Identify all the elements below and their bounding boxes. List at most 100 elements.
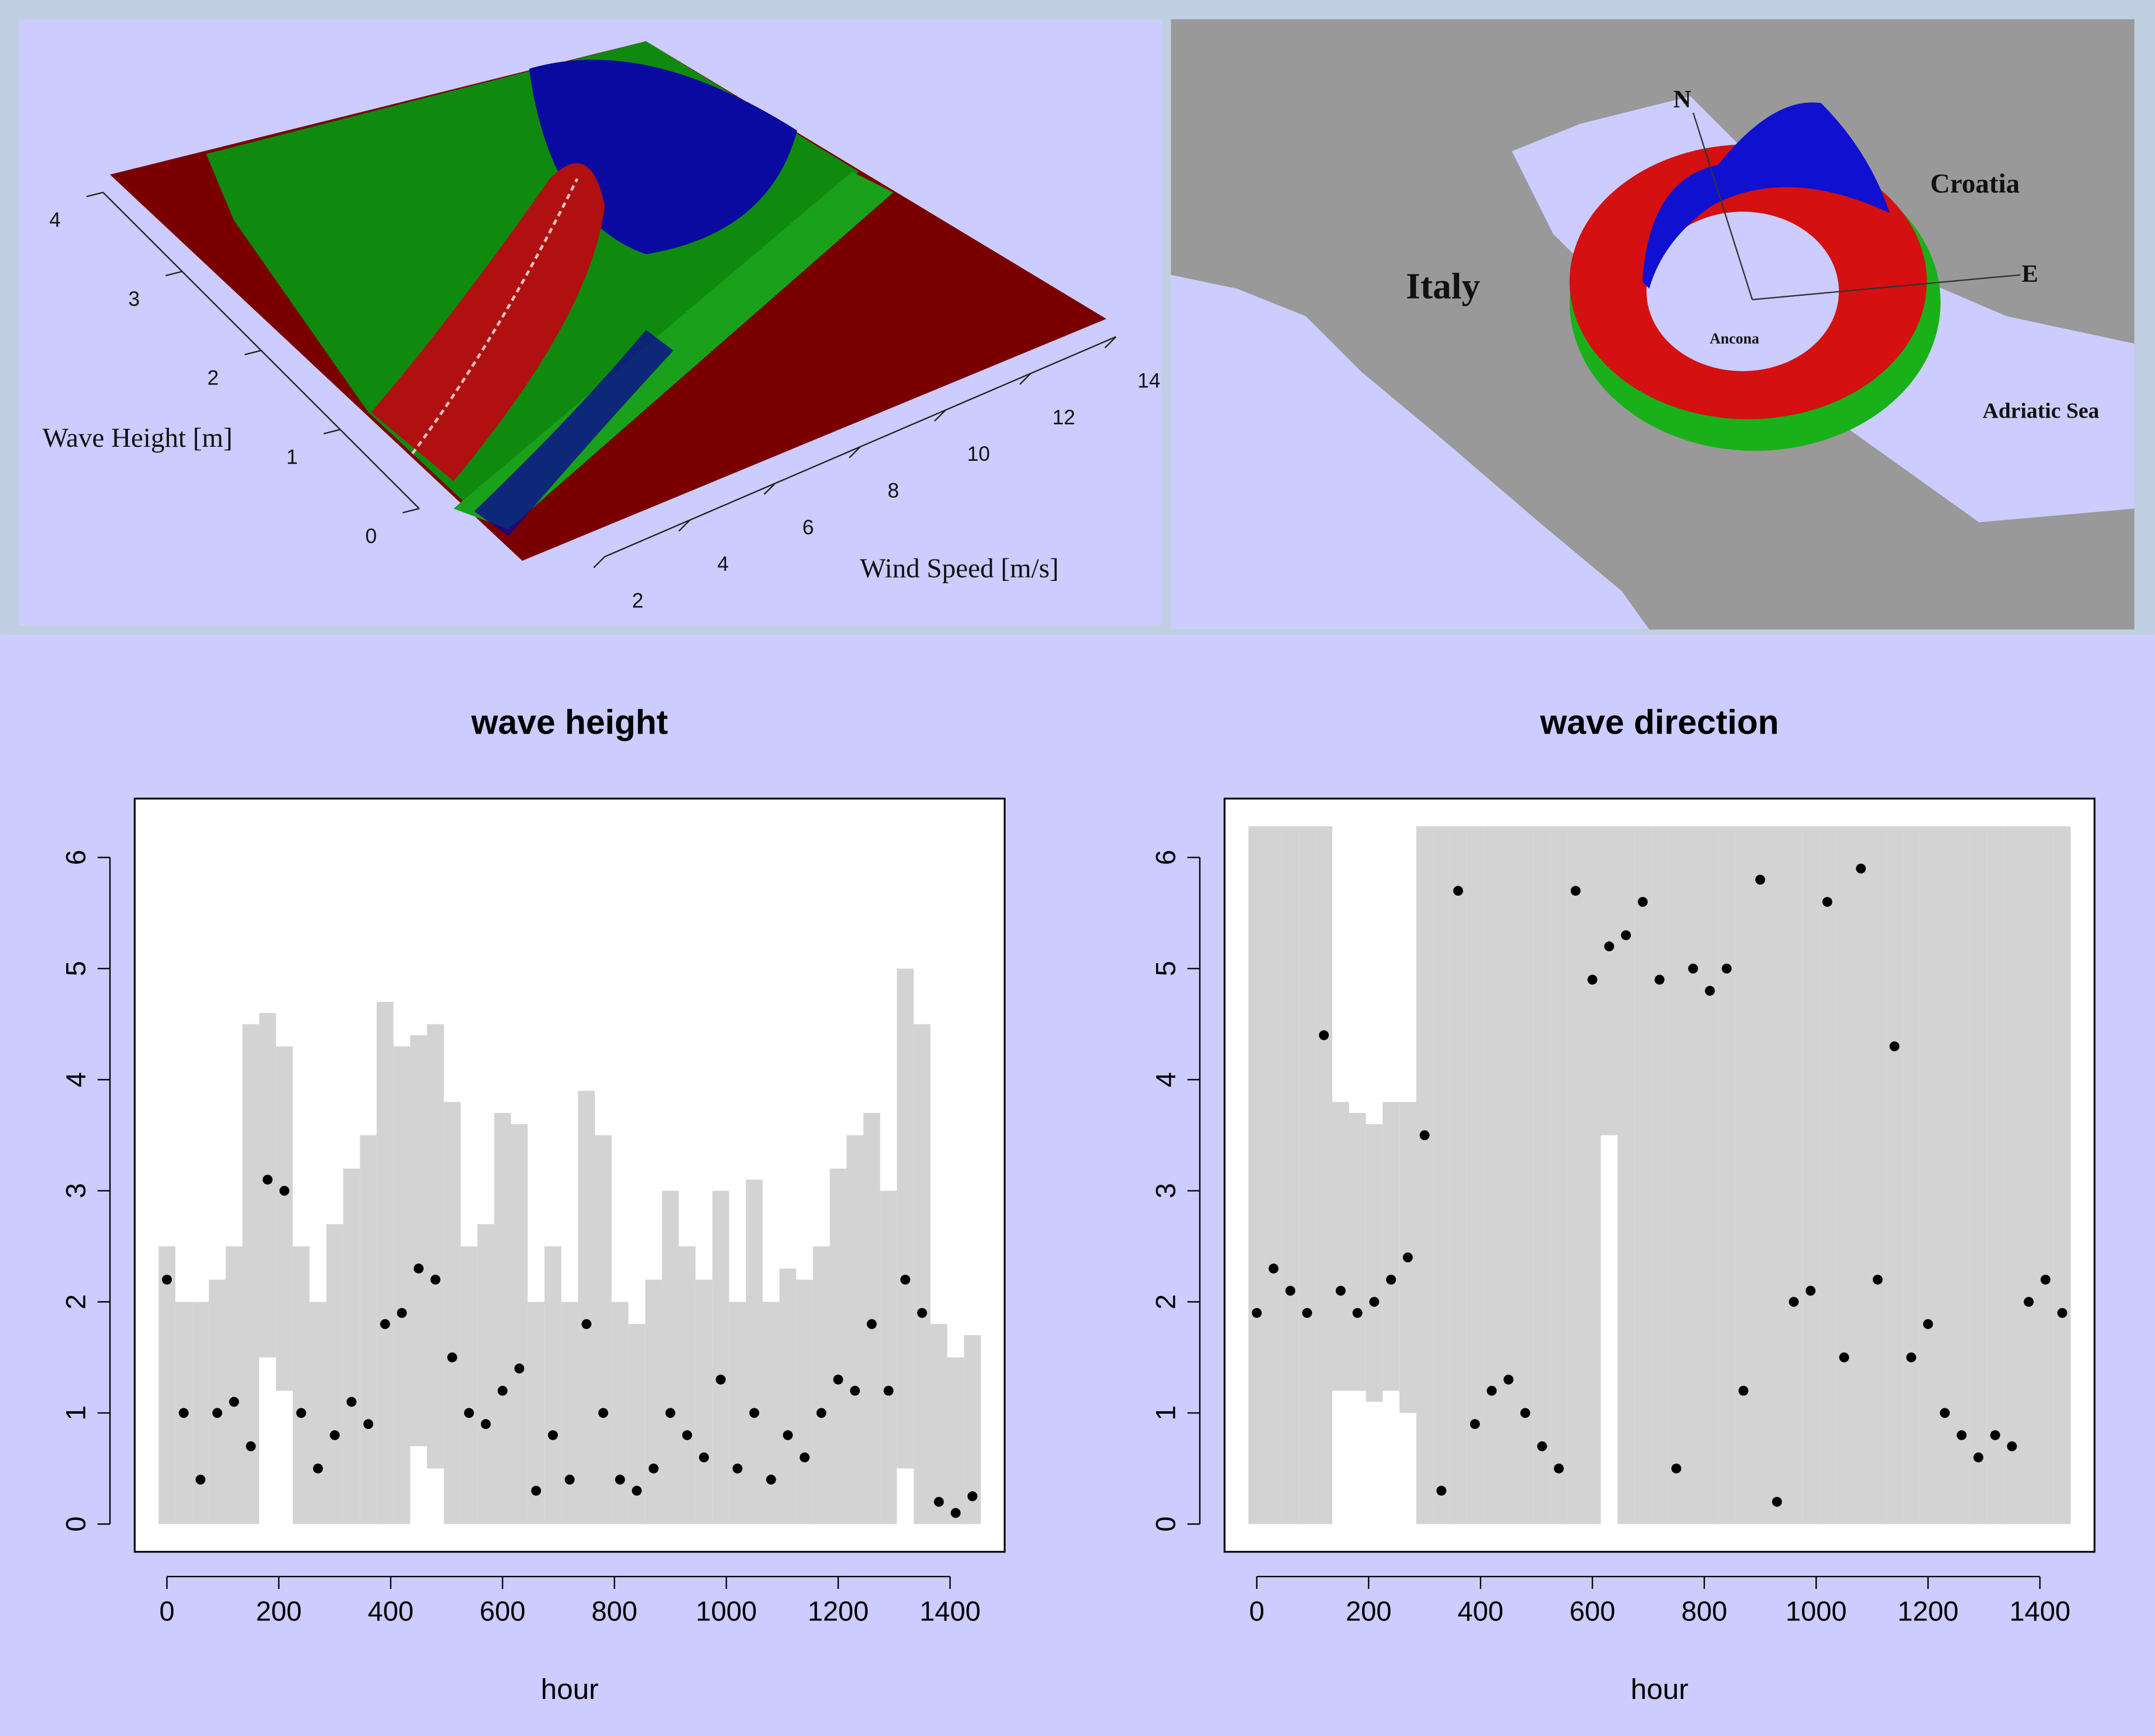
x-tick-label: 800 bbox=[592, 1596, 638, 1627]
x-tick-label: 0 bbox=[159, 1596, 175, 1627]
interval-band bbox=[158, 1247, 175, 1524]
point bbox=[1973, 1453, 1983, 1463]
point bbox=[800, 1453, 810, 1463]
interval-band bbox=[1853, 826, 1869, 1524]
y-tick-label: 3 bbox=[129, 287, 140, 310]
x-tick-label: 800 bbox=[1681, 1596, 1727, 1627]
interval-band bbox=[678, 1247, 695, 1524]
point bbox=[1520, 1408, 1530, 1418]
figure: 012342468101214Wave Height [m]Wind Speed… bbox=[0, 0, 2155, 1736]
x-tick-label: 14 bbox=[1138, 369, 1161, 392]
point bbox=[2041, 1275, 2051, 1285]
interval-band bbox=[662, 1191, 679, 1524]
x-tick-label: 1200 bbox=[1897, 1596, 1959, 1627]
point bbox=[447, 1353, 457, 1363]
point bbox=[2057, 1308, 2067, 1318]
interval-band bbox=[1987, 826, 2003, 1524]
point bbox=[296, 1408, 306, 1418]
interval-band bbox=[393, 1046, 410, 1524]
interval-band bbox=[360, 1135, 377, 1524]
interval-band bbox=[780, 1268, 796, 1524]
interval-band bbox=[847, 1135, 864, 1524]
interval-band bbox=[2037, 826, 2054, 1524]
point bbox=[397, 1308, 407, 1318]
interval-band bbox=[1668, 826, 1685, 1524]
interval-band bbox=[410, 1035, 427, 1446]
point bbox=[1369, 1297, 1379, 1307]
y-tick-label: 0 bbox=[61, 1517, 91, 1532]
interval-band bbox=[1383, 1102, 1400, 1391]
point bbox=[1470, 1419, 1480, 1429]
interval-band bbox=[310, 1302, 327, 1524]
interval-band bbox=[494, 1113, 511, 1524]
point bbox=[1957, 1430, 1967, 1440]
point bbox=[363, 1419, 373, 1429]
interval-band bbox=[897, 969, 914, 1469]
y-tick-label: 5 bbox=[1151, 961, 1181, 976]
point bbox=[229, 1397, 239, 1407]
point bbox=[1856, 864, 1866, 874]
map-art bbox=[1171, 19, 2135, 629]
point bbox=[481, 1419, 491, 1429]
interval-band bbox=[1248, 826, 1265, 1524]
interval-band bbox=[1349, 1113, 1366, 1391]
interval-band bbox=[1970, 826, 1987, 1524]
point bbox=[548, 1430, 558, 1440]
map-label: Italy bbox=[1406, 265, 1480, 306]
x-tick-label: 200 bbox=[256, 1596, 302, 1627]
interval-band bbox=[1819, 826, 1836, 1524]
interval-band bbox=[2054, 826, 2071, 1524]
interval-band bbox=[1450, 826, 1466, 1524]
interval-band bbox=[612, 1302, 629, 1524]
x-tick-label: 1000 bbox=[1786, 1596, 1847, 1627]
y-tick-label: 4 bbox=[49, 208, 61, 231]
interval-band bbox=[2020, 826, 2037, 1524]
interval-band bbox=[561, 1302, 578, 1524]
map-label: Ancona bbox=[1709, 330, 1759, 347]
interval-band bbox=[2003, 826, 2020, 1524]
point bbox=[615, 1474, 625, 1485]
x-tick-label: 4 bbox=[717, 552, 728, 575]
x-axis-title: Wind Speed [m/s] bbox=[860, 553, 1058, 584]
interval-band bbox=[813, 1247, 830, 1524]
point bbox=[1386, 1275, 1396, 1285]
interval-band bbox=[830, 1169, 847, 1524]
y-tick-label: 2 bbox=[207, 367, 218, 390]
interval-band bbox=[1903, 826, 1920, 1524]
point bbox=[883, 1386, 893, 1396]
point bbox=[1420, 1130, 1430, 1140]
point bbox=[279, 1186, 290, 1196]
point bbox=[682, 1430, 693, 1440]
interval-band bbox=[478, 1224, 494, 1524]
point bbox=[934, 1497, 944, 1507]
point bbox=[1671, 1464, 1681, 1474]
point bbox=[1503, 1375, 1514, 1385]
interval-band bbox=[1483, 826, 1500, 1524]
interval-band bbox=[1534, 826, 1551, 1524]
y-tick-label: 6 bbox=[61, 850, 91, 865]
point bbox=[195, 1474, 205, 1485]
interval-band bbox=[1651, 826, 1668, 1524]
point bbox=[515, 1363, 525, 1373]
point bbox=[414, 1263, 424, 1274]
interval-band bbox=[947, 1357, 964, 1524]
interval-band bbox=[259, 1013, 276, 1358]
map-label: N bbox=[1673, 85, 1691, 113]
y-tick-label: 2 bbox=[61, 1294, 91, 1309]
point bbox=[900, 1275, 910, 1285]
y-tick-label: 1 bbox=[61, 1405, 91, 1421]
point bbox=[1437, 1486, 1447, 1496]
point bbox=[246, 1441, 256, 1451]
point bbox=[1621, 930, 1631, 940]
interval-band bbox=[1953, 826, 1970, 1524]
map-label: Adriatic Sea bbox=[1983, 398, 2099, 423]
point bbox=[1772, 1497, 1782, 1507]
x-tick-label: 200 bbox=[1346, 1596, 1392, 1627]
interval-band bbox=[192, 1302, 209, 1524]
point bbox=[833, 1375, 843, 1385]
interval-band bbox=[1937, 826, 1954, 1524]
interval-band bbox=[1601, 826, 1617, 1135]
interval-band bbox=[209, 1280, 226, 1524]
interval-band bbox=[427, 1024, 444, 1469]
chart-title: wave height bbox=[471, 703, 668, 741]
